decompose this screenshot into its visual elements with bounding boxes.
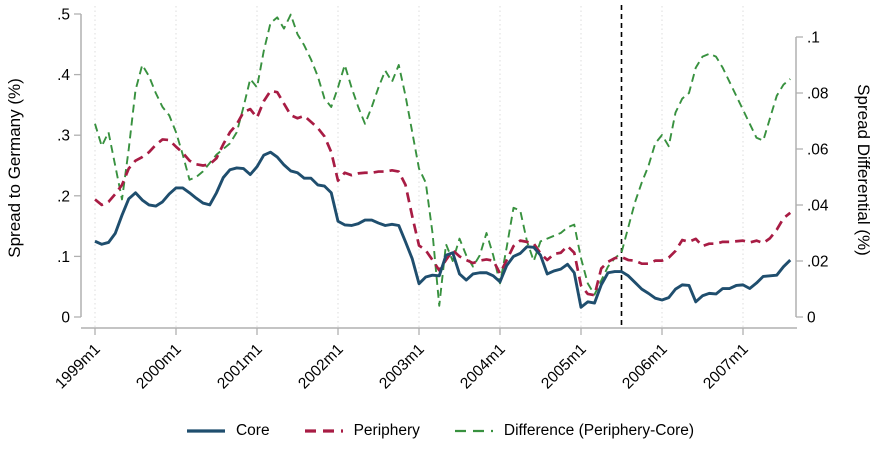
svg-text:.02: .02 (807, 254, 829, 271)
svg-text:.2: .2 (57, 188, 70, 205)
legend-item-difference: Difference (Periphery-Core) (454, 422, 694, 440)
core-line (94, 150, 792, 309)
left-axis-title: Spread to Germany (%) (5, 78, 24, 258)
svg-text:2003m1: 2003m1 (376, 341, 428, 393)
svg-text:2004m1: 2004m1 (457, 341, 509, 393)
svg-text:2006m1: 2006m1 (619, 341, 671, 393)
svg-text:1999m1: 1999m1 (52, 341, 104, 393)
svg-text:.08: .08 (807, 86, 829, 103)
legend-label-core: Core (235, 422, 270, 439)
legend-item-periphery: Periphery (304, 422, 420, 440)
right-tick-labels: 0 .02 .04 .06 .08 .1 (807, 30, 829, 327)
periphery-line-swatch-icon (304, 429, 343, 433)
periphery-line (94, 89, 792, 297)
svg-text:2007m1: 2007m1 (700, 341, 752, 393)
right-axis-title: Spread Differential (%) (854, 84, 873, 256)
svg-text:0: 0 (807, 310, 816, 327)
svg-text:.1: .1 (807, 30, 820, 47)
svg-text:2001m1: 2001m1 (214, 341, 266, 393)
legend-item-core: Core (186, 422, 270, 440)
axes-frame (74, 13, 803, 335)
legend-label-difference: Difference (Periphery-Core) (503, 422, 695, 439)
svg-text:.06: .06 (807, 142, 829, 159)
legend-label-periphery: Periphery (353, 422, 420, 439)
svg-text:2005m1: 2005m1 (538, 341, 590, 393)
svg-text:.1: .1 (57, 249, 70, 266)
x-tick-labels: 1999m1 2000m1 2001m1 2002m1 2003m1 2004m… (52, 341, 752, 393)
svg-text:.5: .5 (57, 7, 70, 24)
svg-text:0: 0 (61, 310, 70, 327)
svg-text:2000m1: 2000m1 (133, 341, 185, 393)
difference-line-swatch-icon (454, 429, 493, 433)
svg-text:.3: .3 (57, 128, 70, 145)
svg-text:.4: .4 (57, 67, 70, 84)
left-tick-labels: 0 .1 .2 .3 .4 .5 (57, 7, 70, 327)
core-line-swatch-icon (186, 429, 225, 433)
legend: Core Periphery Difference (Periphery-Cor… (0, 414, 880, 448)
svg-text:.04: .04 (807, 198, 829, 215)
svg-text:2002m1: 2002m1 (295, 341, 347, 393)
